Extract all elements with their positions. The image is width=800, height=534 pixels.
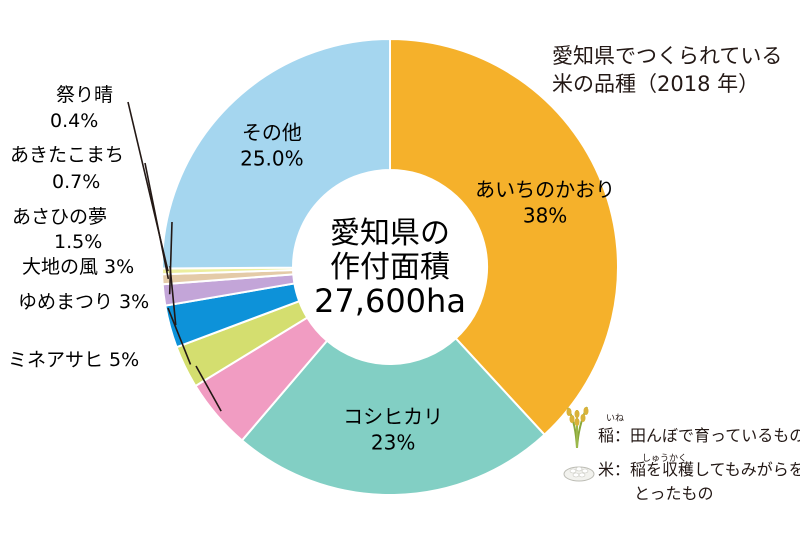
leader-line-mineasahi [195,365,222,412]
value-label-akitakomachi: 0.7% [52,171,100,193]
label-daichi-no-kaze: 大地の風 3% [22,256,134,278]
label-asahi-no-yume: あさひの夢 [12,206,107,228]
legend-kome-line2: とったもの [634,484,714,503]
rice-grain-icon [563,466,595,482]
legend-ine-text: 稲：田んぼで育っているもの [598,426,800,445]
label-aichi-no-kaori: あいちのかおり [475,177,615,201]
leader-line-asahi-no-yume [168,221,173,295]
leader-line-matsuribare [127,101,169,272]
leader-line-yumematsuri [167,307,192,365]
center-total-value: 27,600ha [314,282,466,320]
slices-group [160,37,619,496]
label-other: その他 [242,121,302,145]
slice-other [161,37,391,270]
legend-kome: しゅうかく 米：稲を収穫してもみがらを とったもの [598,454,800,506]
value-label-aichi-no-kaori: 38% [523,203,567,227]
value-label-other: 25.0% [240,147,304,171]
legend-kome-ruby: しゅうかく [642,454,688,464]
chart-title-line2: 米の品種（2018 年） [552,72,760,96]
label-akitakomachi: あきたこまち [10,144,124,166]
label-mineasahi: ミネアサヒ 5% [8,349,139,371]
label-koshihikari: コシヒカリ [343,404,443,428]
value-label-koshihikari: 23% [371,430,415,454]
rice-plant-icon [566,406,589,448]
leader-lines-group [127,101,222,412]
value-label-matsuribare: 0.4% [50,110,98,132]
legend-ine-ruby: いね [606,414,625,424]
label-matsuribare: 祭り晴 [56,84,113,106]
chart-title-line1: 愛知県でつくられている [552,44,783,68]
slice-koshihikari [240,336,546,496]
value-label-asahi-no-yume: 1.5% [54,231,102,253]
chart-title: 愛知県でつくられている 米の品種（2018 年） [552,42,782,98]
legend-kome-line1: 米：稲を収穫してもみがらを [598,460,800,479]
center-label-line1: 愛知県の [330,216,450,251]
center-label-line2: 作付面積 [330,250,450,285]
slice-aichi-no-kaori [389,37,619,437]
legend-ine: いね 稲：田んぼで育っているもの [598,414,800,446]
label-yumematsuri: ゆめまつり 3% [18,291,149,313]
